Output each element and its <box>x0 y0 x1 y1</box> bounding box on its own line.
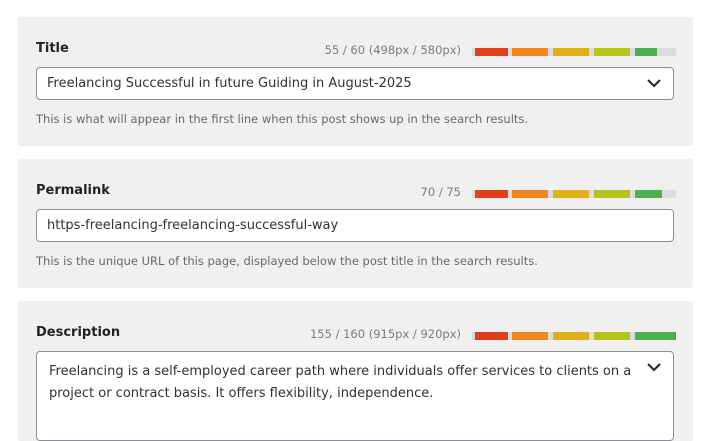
length-meter <box>472 48 676 56</box>
textarea[interactable]: Freelancing is a self-employed career pa… <box>36 351 674 441</box>
input-value: Freelancing Successful in future Guiding… <box>47 76 412 91</box>
char-counter: 155 / 160 (915px / 920px) <box>309 327 461 341</box>
help-text: This is what will appear in the first li… <box>36 112 529 126</box>
text-input[interactable]: https-freelancing-freelancing-successful… <box>36 209 674 242</box>
permalink-panel: Permalink 70 / 75 https-freelancing-free… <box>18 159 693 288</box>
chevron[interactable] <box>647 362 661 372</box>
length-meter <box>472 332 676 340</box>
field-label: Title <box>36 41 69 56</box>
page: Title 55 / 60 (498px / 580px) Freelancin… <box>18 17 693 441</box>
help-text: This is the unique URL of this page, dis… <box>36 254 538 268</box>
input-value: Freelancing is a self-employed career pa… <box>49 364 632 401</box>
char-counter: 70 / 75 <box>420 185 461 199</box>
field-label: Permalink <box>36 183 110 198</box>
length-meter <box>472 190 676 198</box>
description-panel: Description 155 / 160 (915px / 920px) Fr… <box>18 301 693 441</box>
chevron[interactable] <box>647 78 661 88</box>
text-input[interactable]: Freelancing Successful in future Guiding… <box>36 67 674 100</box>
title-panel: Title 55 / 60 (498px / 580px) Freelancin… <box>18 17 693 146</box>
char-counter: 55 / 60 (498px / 580px) <box>324 43 461 57</box>
field-label: Description <box>36 325 121 340</box>
input-value: https-freelancing-freelancing-successful… <box>47 218 339 233</box>
